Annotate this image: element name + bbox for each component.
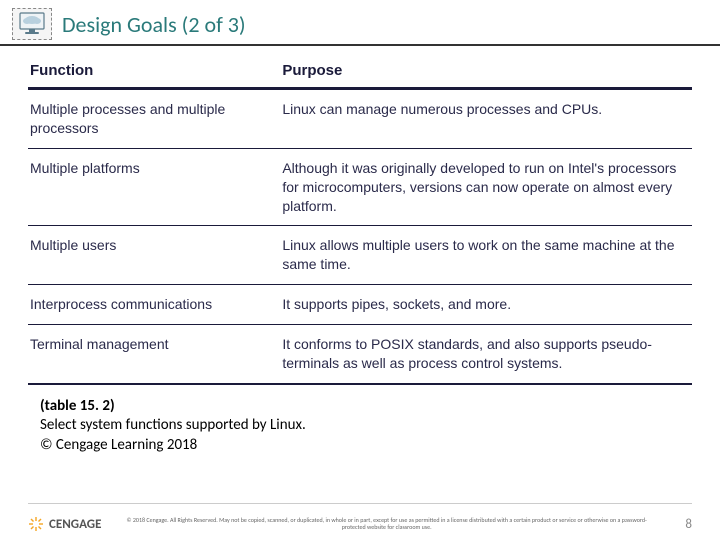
caption-ref: (table 15. 2) bbox=[40, 397, 115, 415]
col-header-purpose: Purpose bbox=[280, 56, 692, 89]
slide-title: Design Goals (2 of 3) bbox=[62, 11, 246, 38]
cell-function: Multiple users bbox=[28, 226, 280, 285]
cell-function: Multiple processes and multiple processo… bbox=[28, 89, 280, 149]
footer-rule bbox=[28, 503, 692, 504]
slide-header: Design Goals (2 of 3) bbox=[0, 0, 720, 46]
col-header-function: Function bbox=[28, 56, 280, 89]
caption-desc: Select system functions supported by Lin… bbox=[40, 416, 306, 434]
copyright-text: © 2018 Cengage. All Rights Reserved. May… bbox=[101, 517, 672, 531]
cloud-monitor-icon bbox=[12, 8, 52, 40]
caption-copy: © Cengage Learning 2018 bbox=[40, 436, 197, 454]
design-goals-table: Function Purpose Multiple processes and … bbox=[28, 56, 692, 385]
cell-purpose: Linux can manage numerous processes and … bbox=[280, 89, 692, 149]
table-row: Multiple users Linux allows multiple use… bbox=[28, 226, 692, 285]
cell-purpose: It supports pipes, sockets, and more. bbox=[280, 285, 692, 325]
table-caption: (table 15. 2) Select system functions su… bbox=[0, 385, 720, 456]
table-row: Terminal management It conforms to POSIX… bbox=[28, 325, 692, 384]
cell-function: Terminal management bbox=[28, 325, 280, 384]
cell-purpose: Although it was originally developed to … bbox=[280, 148, 692, 226]
cell-purpose: Linux allows multiple users to work on t… bbox=[280, 226, 692, 285]
table-row: Interprocess communications It supports … bbox=[28, 285, 692, 325]
slide-footer: CENGAGE © 2018 Cengage. All Rights Reser… bbox=[0, 516, 720, 532]
cell-function: Multiple platforms bbox=[28, 148, 280, 226]
brand-label: CENGAGE bbox=[28, 516, 101, 532]
page-number: 8 bbox=[672, 517, 692, 532]
brand-burst-icon bbox=[28, 516, 44, 532]
table-row: Multiple processes and multiple processo… bbox=[28, 89, 692, 149]
table-row: Multiple platforms Although it was origi… bbox=[28, 148, 692, 226]
cell-purpose: It conforms to POSIX standards, and also… bbox=[280, 325, 692, 384]
content-table-wrap: Function Purpose Multiple processes and … bbox=[0, 46, 720, 385]
brand-text: CENGAGE bbox=[49, 517, 101, 532]
cell-function: Interprocess communications bbox=[28, 285, 280, 325]
